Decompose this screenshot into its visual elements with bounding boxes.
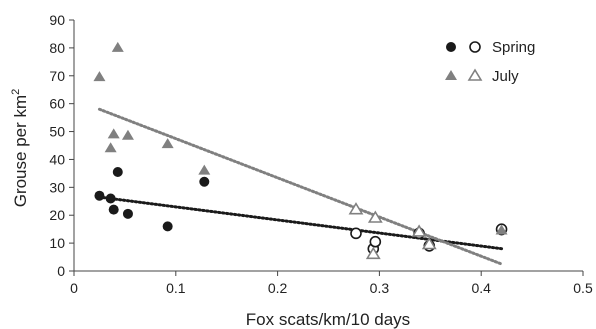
y-tick-label: 20 (49, 207, 65, 223)
july-filled-point (121, 129, 134, 140)
axes (73, 20, 583, 272)
legend-july-open-marker (467, 68, 483, 81)
x-tick-label: 0.3 (370, 280, 390, 296)
spring-filled-point (112, 166, 123, 177)
x-tick-label: 0 (70, 280, 78, 296)
y-tick-label: 30 (49, 179, 65, 195)
legend-july-filled-marker (445, 70, 457, 80)
july-open-point (421, 236, 437, 250)
svg-text:Grouse per km2: Grouse per km2 (10, 89, 30, 208)
legend: Spring July (445, 39, 535, 85)
y-tick-label: 60 (49, 96, 65, 112)
y-ticks: 0 10 20 30 40 50 60 70 80 90 (49, 12, 74, 279)
legend-july-label: July (492, 68, 519, 85)
y-tick-label: 10 (49, 235, 65, 251)
spring-open-point (350, 227, 362, 240)
spring-filled-point (162, 221, 173, 232)
data-points (93, 41, 508, 260)
legend-spring-open-marker (469, 41, 481, 53)
y-axis-title-superscript: 2 (10, 89, 22, 95)
july-filled-point (198, 164, 211, 175)
legend-spring-filled-marker (446, 42, 456, 52)
trendlines (97, 107, 504, 266)
july-filled-point (111, 41, 124, 52)
spring-filled-point (199, 176, 210, 187)
x-tick-label: 0.4 (471, 280, 491, 296)
spring-open-point (369, 235, 382, 248)
legend-spring-label: Spring (492, 39, 535, 56)
spring-trendline (97, 195, 504, 251)
spring-filled-point (122, 208, 133, 219)
july-open-point (411, 224, 427, 237)
july-open-point (367, 210, 383, 223)
x-ticks: 0 0.1 0.2 0.3 0.4 0.5 (70, 271, 593, 296)
july-trendline (97, 107, 504, 266)
y-tick-label: 80 (49, 40, 65, 56)
july-filled-point (107, 128, 120, 139)
y-tick-label: 70 (49, 68, 65, 84)
july-filled-point (104, 142, 117, 153)
july-filled-point (93, 71, 106, 82)
x-tick-label: 0.2 (268, 280, 288, 296)
y-tick-label: 50 (49, 124, 65, 140)
y-tick-label: 0 (57, 263, 65, 279)
y-axis-title: Grouse per km2 (10, 89, 30, 208)
july-open-point (365, 246, 381, 260)
y-tick-label: 90 (49, 12, 65, 28)
july-filled-point (161, 138, 174, 149)
spring-filled-point (94, 190, 105, 201)
spring-filled-point (108, 204, 119, 215)
x-tick-label: 0.1 (166, 280, 186, 296)
july-filled-point (495, 224, 508, 235)
july-open-point (348, 202, 364, 215)
y-tick-label: 40 (49, 151, 65, 167)
x-tick-label: 0.5 (573, 280, 593, 296)
x-axis-title: Fox scats/km/10 days (246, 310, 410, 329)
y-axis-title-text: Grouse per km (11, 95, 30, 207)
spring-filled-point (105, 193, 116, 204)
